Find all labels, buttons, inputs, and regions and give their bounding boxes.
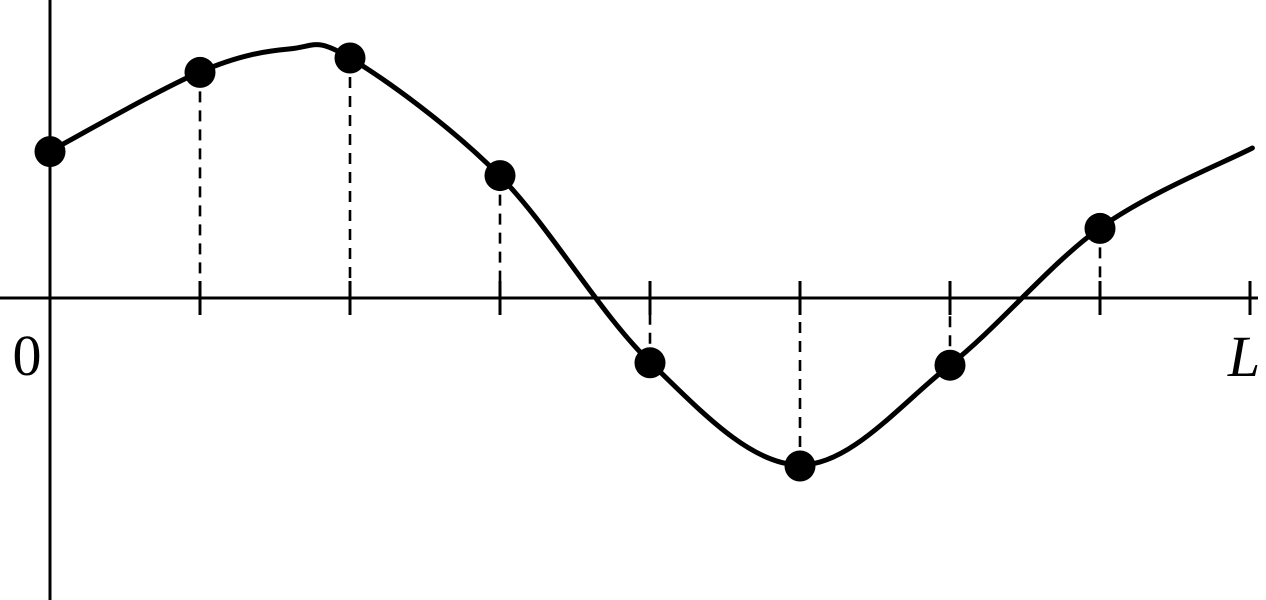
sample-point <box>334 42 366 74</box>
sample-point <box>784 450 816 482</box>
sample-point <box>634 347 666 379</box>
function-curve-group <box>47 42 1255 468</box>
sample-point <box>1084 212 1116 244</box>
sample-point <box>484 160 516 192</box>
sample-point <box>934 349 966 381</box>
length-label: L <box>1227 324 1260 389</box>
origin-label: 0 <box>13 323 42 388</box>
sample-point <box>184 56 216 88</box>
sample-point <box>34 136 66 168</box>
sample-points <box>34 42 1116 482</box>
droplines <box>198 58 1102 466</box>
function-curve <box>47 42 1255 468</box>
